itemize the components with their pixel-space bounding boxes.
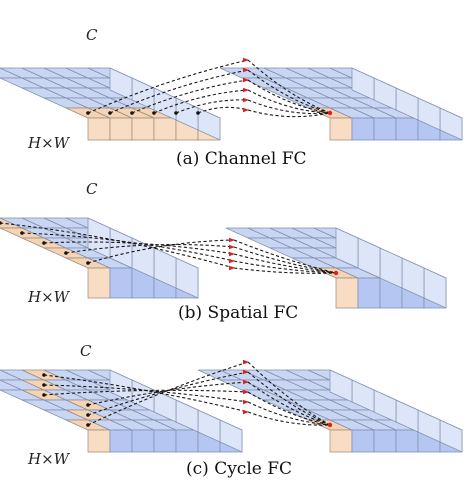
fc-connection-line: [233, 253, 337, 274]
arrow-head: [243, 389, 249, 395]
target-point: [327, 110, 333, 116]
arrow-head: [243, 409, 249, 415]
connection-lines: [86, 57, 333, 118]
grid-cell-front: [329, 117, 353, 141]
arrow-head: [229, 237, 235, 243]
arrow-head: [243, 369, 249, 375]
grid-cell-front: [395, 429, 419, 453]
grid-cell-front: [373, 117, 397, 141]
fc-connection-line: [109, 69, 249, 114]
fc-connection-line: [87, 239, 235, 264]
arrow-head: [243, 87, 249, 93]
fc-connection-line: [0, 222, 235, 269]
fc-connection-line: [247, 69, 331, 114]
grid-cell-front: [395, 117, 419, 141]
grid-cell-front: [175, 429, 199, 453]
grid-cell-front: [153, 117, 177, 141]
arrow-head: [243, 379, 249, 385]
arrow-head: [243, 107, 249, 113]
channel-axis-label: C: [86, 180, 98, 198]
grid-cell-front: [87, 117, 111, 141]
arrow-head: [243, 77, 249, 83]
fc-connection-line: [247, 381, 331, 426]
arrow-head: [243, 57, 249, 63]
fc-connection-line: [247, 391, 331, 426]
grid-cell-front: [373, 429, 397, 453]
arrow-head: [229, 258, 235, 264]
grid-cell-front: [131, 429, 155, 453]
spatial-axis-label: H×W: [27, 134, 71, 152]
arrow-head: [229, 265, 235, 271]
grid-cell-front: [153, 429, 177, 453]
output-feature-block: [225, 227, 447, 309]
output-feature-block: [197, 369, 463, 453]
fc-connection-line: [233, 246, 337, 274]
target-point: [333, 270, 339, 276]
arrow-head: [229, 251, 235, 257]
panel-channel-fc: C H×W (a) Channel FC: [0, 26, 463, 169]
fc-connection-line: [43, 241, 235, 255]
channel-axis-label: C: [80, 342, 92, 360]
arrow-head: [243, 399, 249, 405]
arrow-head: [243, 359, 249, 365]
fc-connection-line: [87, 371, 249, 416]
grid-cell-side: [335, 227, 359, 269]
grid-cell-front: [131, 117, 155, 141]
grid-cell-front: [109, 117, 133, 141]
fc-connection-line: [65, 244, 235, 254]
arrow-head: [243, 67, 249, 73]
grid-cell-side: [109, 67, 133, 101]
arrow-head: [229, 244, 235, 250]
panel-caption: (a) Channel FC: [176, 149, 307, 169]
fc-connection-line: [233, 267, 337, 274]
panel-spatial-fc: C H×W (b) Spatial FC: [0, 180, 447, 323]
grid-cell-front: [357, 277, 381, 309]
fc-connection-line: [247, 371, 331, 426]
fc-connection-line: [233, 260, 337, 274]
grid-cell-front: [109, 267, 133, 299]
fc-connection-line: [247, 411, 331, 426]
grid-cell-side: [329, 369, 353, 403]
fc-connection-line: [175, 99, 249, 114]
spatial-axis-label: H×W: [27, 450, 71, 468]
fc-connection-line: [43, 374, 249, 413]
grid-cell-front: [109, 429, 133, 453]
grid-cell-front: [351, 429, 375, 453]
input-feature-block: [0, 369, 243, 453]
fc-connection-line: [21, 232, 235, 262]
channel-axis-label: C: [86, 26, 98, 44]
target-point: [327, 422, 333, 428]
grid-cell-front: [335, 277, 359, 309]
fc-connection-line: [247, 79, 331, 114]
input-feature-block: [0, 217, 199, 299]
panel-caption: (b) Spatial FC: [178, 303, 298, 323]
grid-cell-side: [109, 369, 133, 403]
grid-cell-front: [87, 429, 111, 453]
fc-connection-line: [233, 239, 337, 274]
grid-cell-side: [351, 67, 375, 101]
fc-connection-line: [247, 99, 331, 115]
grid-cell-front: [351, 117, 375, 141]
fc-connection-line: [247, 59, 331, 114]
grid-cell-front: [329, 429, 353, 453]
fc-connection-line: [247, 361, 331, 426]
input-feature-block: [0, 67, 221, 141]
fc-connection-line: [87, 59, 249, 114]
grid-cell-front: [87, 267, 111, 299]
connection-lines: [42, 359, 333, 428]
spatial-axis-label: H×W: [27, 288, 71, 306]
panel-cycle-fc: C H×W (c) Cycle FC: [0, 342, 463, 479]
fc-connection-line: [131, 79, 249, 114]
output-feature-block: [219, 67, 463, 141]
fc-connection-line: [247, 109, 331, 118]
grid-cell-side: [87, 217, 111, 259]
arrow-head: [243, 97, 249, 103]
panel-caption: (c) Cycle FC: [186, 459, 292, 479]
connection-lines: [0, 221, 339, 276]
